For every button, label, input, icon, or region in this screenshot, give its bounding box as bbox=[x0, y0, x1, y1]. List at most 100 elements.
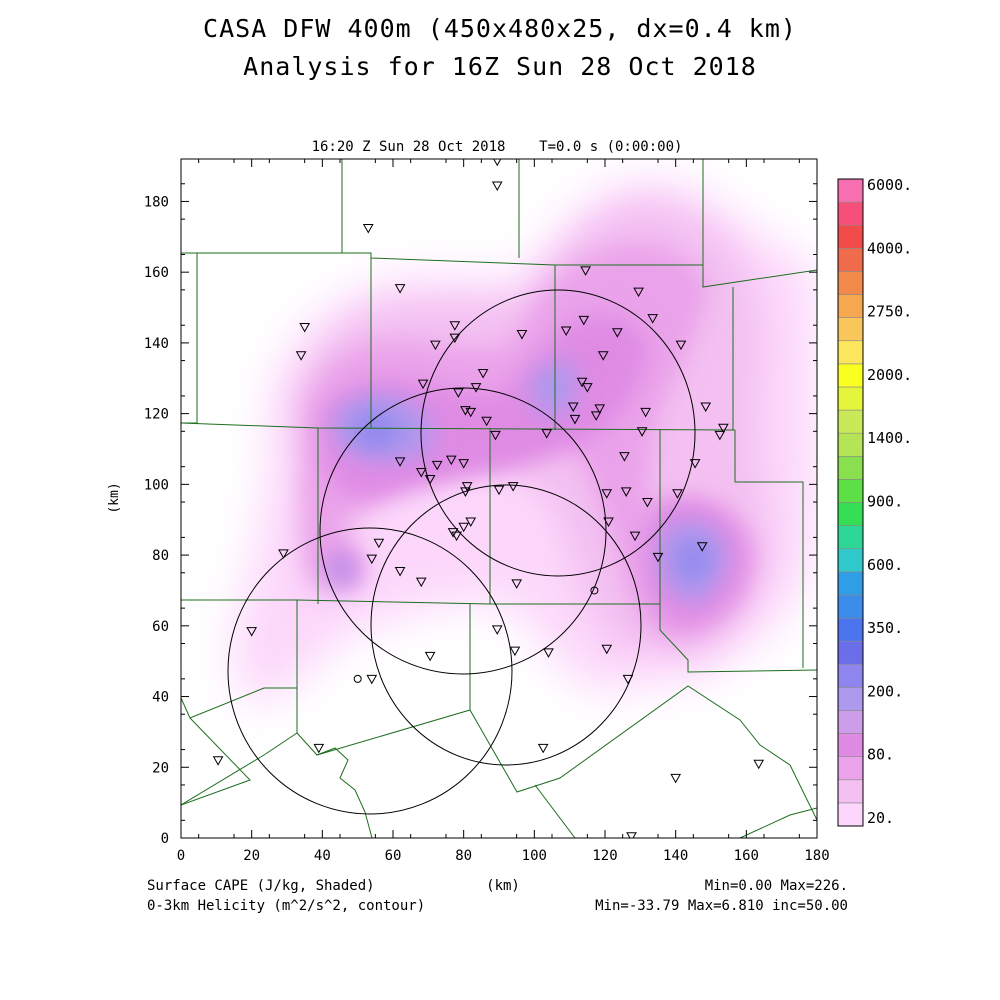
colorbar-swatch bbox=[837, 432, 864, 457]
station-marker bbox=[470, 383, 482, 393]
station-marker bbox=[507, 482, 519, 492]
station-marker bbox=[493, 159, 502, 167]
station-marker bbox=[394, 566, 406, 577]
footer-helicity-minmax: Min=-33.79 Max=6.810 inc=50.00 bbox=[595, 898, 848, 914]
colorbar-swatch bbox=[837, 571, 864, 596]
station-marker bbox=[362, 223, 374, 234]
station-marker bbox=[543, 648, 554, 658]
footer-cape-label: Surface CAPE (J/kg, Shaded) bbox=[147, 878, 375, 894]
station-marker bbox=[647, 314, 659, 324]
station-marker bbox=[460, 487, 471, 497]
colorbar-frame bbox=[837, 178, 864, 827]
colorbar-swatch bbox=[837, 710, 864, 734]
station-marker bbox=[576, 377, 588, 388]
colorbar-swatch bbox=[837, 317, 864, 342]
station-marker bbox=[491, 625, 503, 635]
station-marker bbox=[714, 430, 726, 441]
station-marker bbox=[366, 554, 378, 565]
station-marker bbox=[672, 489, 683, 499]
x-tick-label: 40 bbox=[314, 848, 331, 864]
station-marker bbox=[560, 326, 572, 337]
station-marker bbox=[458, 522, 470, 533]
colorbar-label: 1400. bbox=[867, 429, 912, 447]
station-marker bbox=[626, 832, 637, 838]
y-tick-label: 0 bbox=[161, 831, 169, 847]
colorbar-label: 20. bbox=[867, 809, 894, 827]
station-marker bbox=[415, 467, 427, 478]
station-marker bbox=[590, 411, 602, 421]
colorbar-swatch bbox=[837, 201, 864, 226]
station-marker bbox=[394, 457, 406, 467]
station-marker bbox=[246, 627, 258, 637]
x-tick-label: 60 bbox=[385, 848, 402, 864]
figure-title-line-2: Analysis for 16Z Sun 28 Oct 2018 bbox=[243, 52, 757, 81]
station-marker bbox=[537, 743, 549, 754]
y-tick-label: 100 bbox=[144, 477, 169, 493]
colorbar-swatch bbox=[837, 248, 864, 272]
y-axis: 0 20 40 60 80 100 120 140 160 180 bbox=[144, 183, 817, 847]
station-marker bbox=[295, 351, 307, 361]
colorbar-swatch bbox=[837, 548, 864, 573]
radar-site-marker bbox=[590, 586, 599, 595]
station-marker bbox=[430, 340, 441, 351]
station-marker bbox=[511, 579, 523, 589]
station-marker bbox=[509, 646, 521, 657]
colorbar-swatch bbox=[837, 733, 864, 757]
colorbar-label: 600. bbox=[867, 556, 903, 574]
colorbar-swatch bbox=[837, 617, 864, 642]
station-markers bbox=[212, 159, 765, 838]
x-axis-label: (km) bbox=[486, 878, 520, 894]
station-marker bbox=[465, 407, 477, 418]
station-marker bbox=[445, 455, 457, 466]
station-marker bbox=[490, 430, 501, 441]
x-tick-label: 140 bbox=[663, 848, 688, 864]
station-marker bbox=[581, 383, 593, 393]
colorbar-swatch bbox=[837, 663, 864, 688]
station-marker bbox=[465, 517, 477, 528]
station-marker bbox=[569, 414, 581, 425]
station-marker bbox=[636, 427, 648, 437]
footer-helicity-label: 0-3km Helicity (m^2/s^2, contour) bbox=[147, 898, 425, 914]
station-marker bbox=[481, 416, 492, 427]
colorbar-swatch bbox=[837, 271, 864, 295]
station-marker bbox=[603, 517, 614, 528]
x-tick-label: 100 bbox=[522, 848, 547, 864]
colorbar-swatch bbox=[837, 455, 864, 480]
station-marker bbox=[640, 407, 651, 418]
station-marker bbox=[620, 487, 632, 497]
x-axis: 0 20 40 60 80 100 120 140 160 180 bbox=[177, 159, 830, 864]
station-marker bbox=[633, 287, 644, 298]
station-marker bbox=[578, 315, 590, 326]
figure-title-line-1: CASA DFW 400m (450x480x25, dx=0.4 km) bbox=[203, 14, 797, 43]
station-marker bbox=[718, 423, 729, 434]
colorbar-swatch bbox=[837, 479, 864, 503]
x-tick-label: 180 bbox=[804, 848, 829, 864]
station-marker bbox=[424, 475, 436, 485]
station-marker bbox=[449, 333, 461, 344]
station-marker bbox=[461, 482, 473, 492]
station-marker bbox=[313, 743, 325, 754]
station-marker bbox=[670, 773, 682, 784]
colorbar-swatch bbox=[837, 502, 864, 526]
cape-shading bbox=[233, 180, 817, 705]
station-marker bbox=[449, 321, 461, 331]
station-marker bbox=[477, 368, 489, 379]
station-marker bbox=[212, 756, 224, 766]
y-axis-label: (km) bbox=[107, 482, 122, 513]
colorbar-swatch bbox=[837, 594, 864, 619]
station-marker bbox=[597, 351, 609, 361]
station-marker bbox=[453, 388, 464, 398]
colorbar-swatch bbox=[837, 363, 864, 388]
colorbar-label: 4000. bbox=[867, 239, 912, 257]
x-tick-label: 80 bbox=[455, 848, 472, 864]
station-marker bbox=[629, 531, 641, 542]
colorbar-swatch bbox=[837, 340, 864, 365]
colorbar-swatch bbox=[837, 409, 864, 434]
station-marker bbox=[652, 552, 664, 563]
station-marker bbox=[431, 460, 443, 471]
station-marker bbox=[700, 402, 712, 413]
station-marker bbox=[753, 759, 765, 770]
plot-frame bbox=[180, 158, 818, 839]
station-marker bbox=[493, 485, 505, 496]
